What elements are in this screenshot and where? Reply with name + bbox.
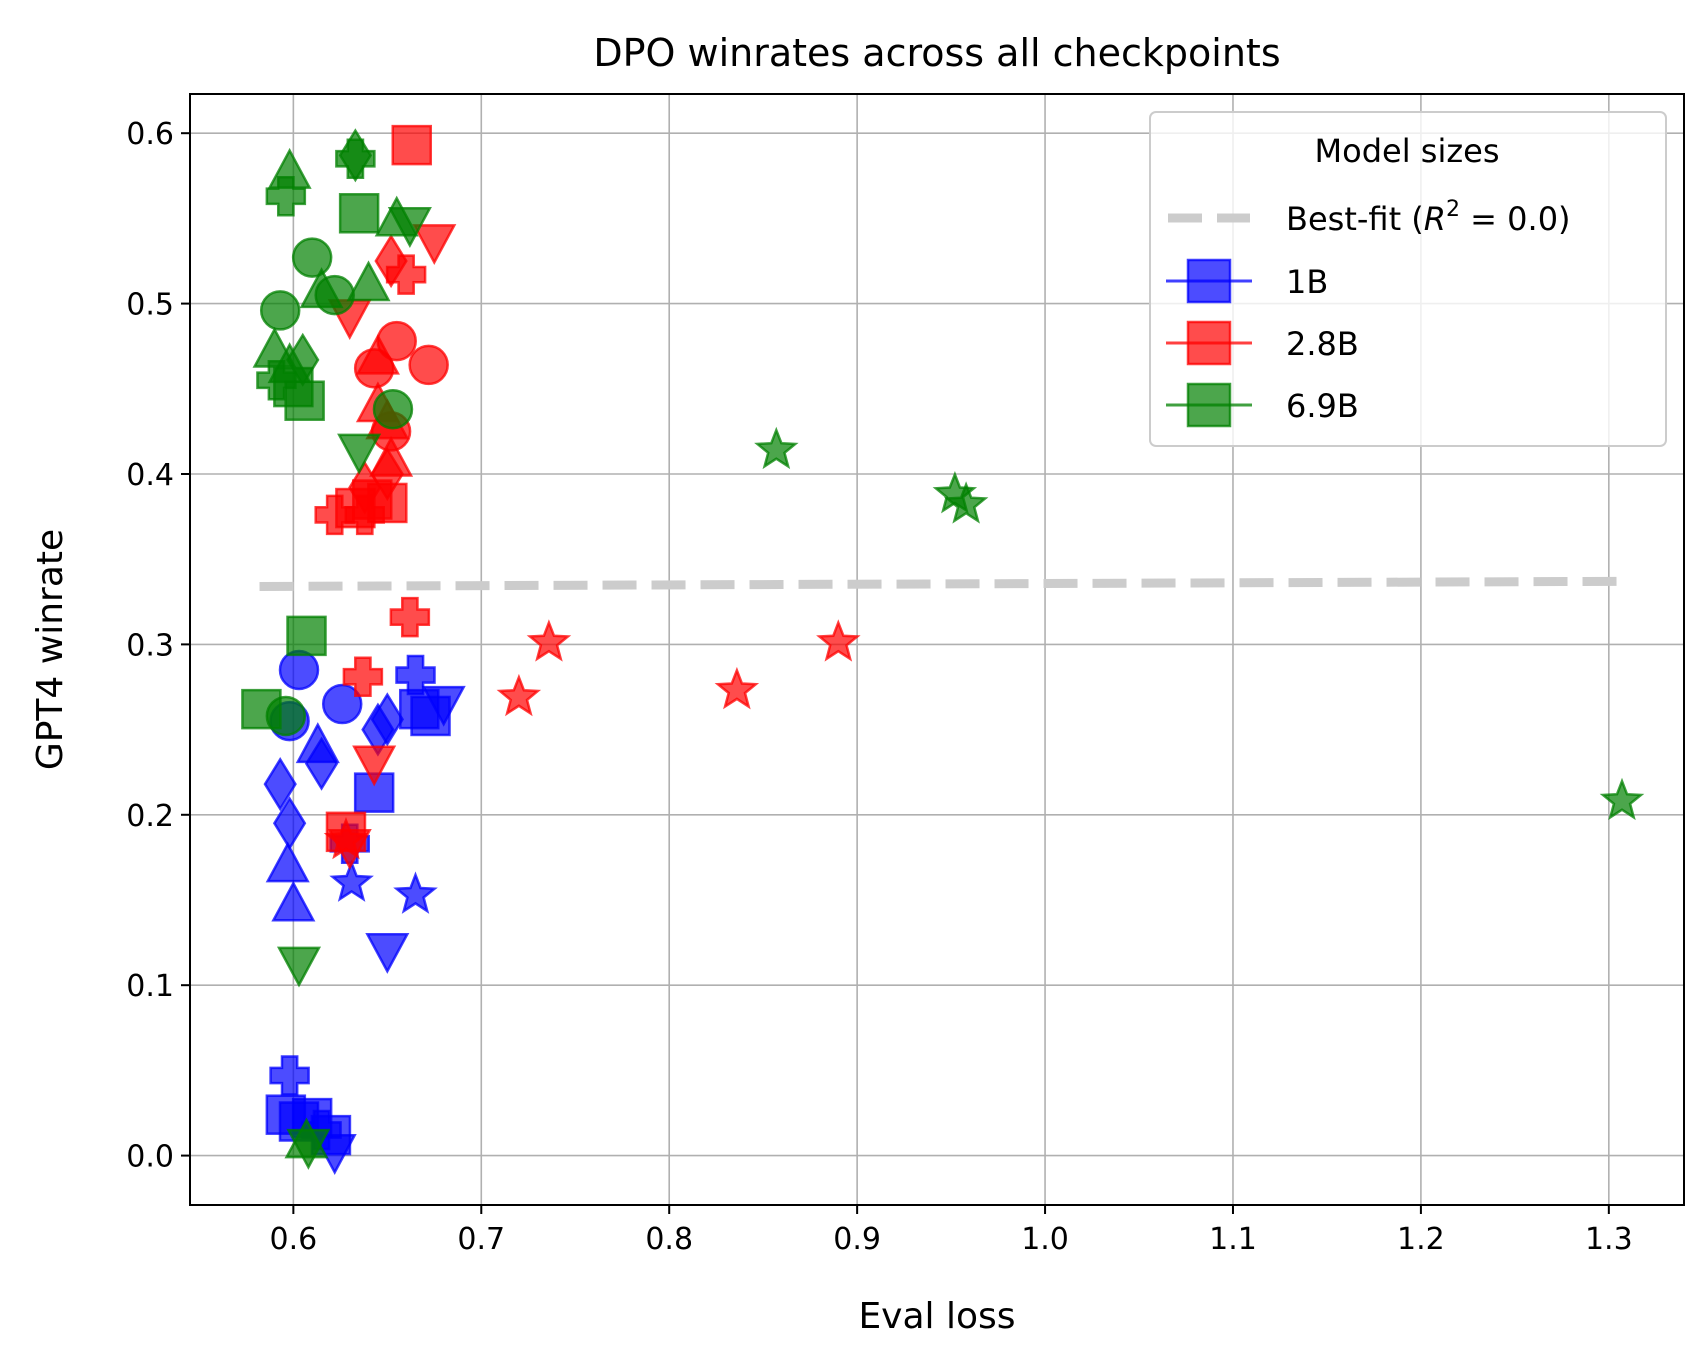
x-tick-label: 1.2 [1397,1222,1445,1257]
data-point [265,841,310,883]
data-point [276,946,322,988]
data-point [526,619,572,662]
legend-swatch-marker [1186,382,1232,428]
y-tick-label: 0.1 [126,969,174,1004]
y-tick-label: 0.6 [126,117,174,152]
data-point [1599,777,1645,821]
y-tick-label: 0.5 [126,288,174,323]
data-point [421,685,466,727]
data-point [943,481,989,524]
data-point [304,736,339,791]
data-point [265,175,307,217]
y-tick-label: 0.3 [126,628,174,663]
data-point [329,859,374,902]
y-axis-label: GPT4 winrate [30,529,71,770]
data-point [265,695,307,737]
x-axis-label: Eval loss [858,1296,1015,1337]
data-point [323,816,369,860]
legend-title: Model sizes [1315,132,1500,170]
data-point [338,193,380,234]
legend-label: 1B [1286,263,1328,301]
data-point [342,656,384,698]
data-point [259,290,301,331]
legend-fit-sup: 2 [1446,197,1460,222]
data-point [284,380,325,421]
x-tick-label: 0.8 [645,1222,693,1257]
data-point [346,260,391,302]
legend-box [1149,111,1667,447]
data-point [387,207,432,248]
x-tick-label: 1.1 [1209,1222,1257,1257]
data-point [337,433,382,475]
data-point [335,138,376,180]
legend-label: 2.8B [1286,325,1359,363]
data-point [321,683,363,725]
y-tick-label: 0.4 [126,458,174,493]
x-tick-label: 0.7 [457,1222,505,1257]
y-tick-label: 0.2 [126,799,174,834]
data-point [754,426,799,470]
chart-title: DPO winrates across all checkpoints [593,31,1280,75]
best-fit-line [259,576,1624,591]
data-point [314,274,355,316]
legend-swatch-marker [1186,258,1232,304]
legend-swatch-marker [1186,320,1232,366]
x-tick-label: 1.3 [1585,1222,1633,1257]
legend-fit-label: Best-fit (R2 = 0.0) [1286,197,1571,238]
data-point [271,880,316,922]
data-point [393,871,438,914]
legend: Model sizes Best-fit (R2 = 0.0) 1B 2.8B 6.… [1149,111,1667,447]
data-point [278,649,320,691]
data-points [241,124,1645,1175]
data-point [714,666,760,710]
legend-label: 6.9B [1286,387,1359,425]
series-2.8B [314,124,861,870]
legend-fit-prefix: Best-fit ( [1286,200,1424,238]
data-point [372,388,414,430]
data-point [365,932,410,974]
x-tick-label: 0.9 [833,1222,881,1257]
x-tick-label: 0.6 [269,1222,317,1257]
axis-ticks: 0.6 0.7 0.8 0.9 1.0 1.1 1.2 1.3 0.0 0.1 0.2 0.3 0.4 0… [126,117,1632,1257]
series-6.9B [241,128,1645,1170]
data-point [314,494,355,536]
y-tick-label: 0.0 [126,1140,174,1175]
x-tick-label: 1.0 [1021,1222,1069,1257]
data-point [286,615,327,657]
data-point [408,344,449,386]
data-point [816,619,861,662]
data-point [496,673,542,717]
legend-fit-suffix: = 0.0) [1460,200,1571,238]
data-point [353,348,395,389]
data-point [389,596,431,638]
legend-series-entries: 1B 2.8B 6.9B [1166,258,1359,428]
legend-fit-math: R [1424,200,1446,238]
plot-frame [189,93,1685,1206]
data-point [412,224,457,266]
data-point [391,124,433,166]
data-point [385,254,427,295]
data-point [263,757,297,812]
data-point [291,237,333,278]
data-point [286,1128,331,1170]
data-point [352,745,397,787]
